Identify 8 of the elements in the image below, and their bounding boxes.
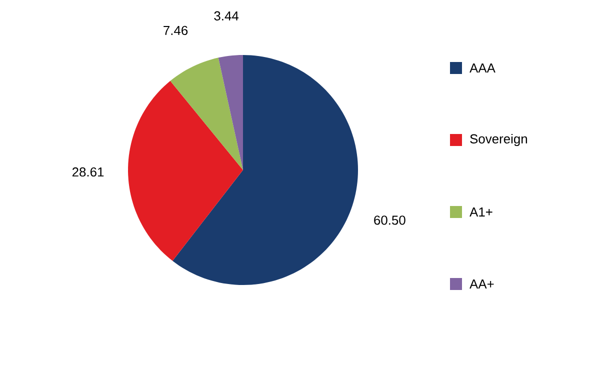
data-label: 3.44	[214, 11, 239, 20]
legend-label: AAA	[470, 64, 496, 72]
legend-label: A1+	[470, 208, 492, 216]
data-label: 60.50	[374, 216, 406, 225]
data-label: 28.61	[72, 167, 104, 177]
legend-label: Sovereign	[470, 134, 527, 146]
data-label: 7.46	[164, 26, 188, 36]
legend-label: AA+	[470, 280, 494, 288]
